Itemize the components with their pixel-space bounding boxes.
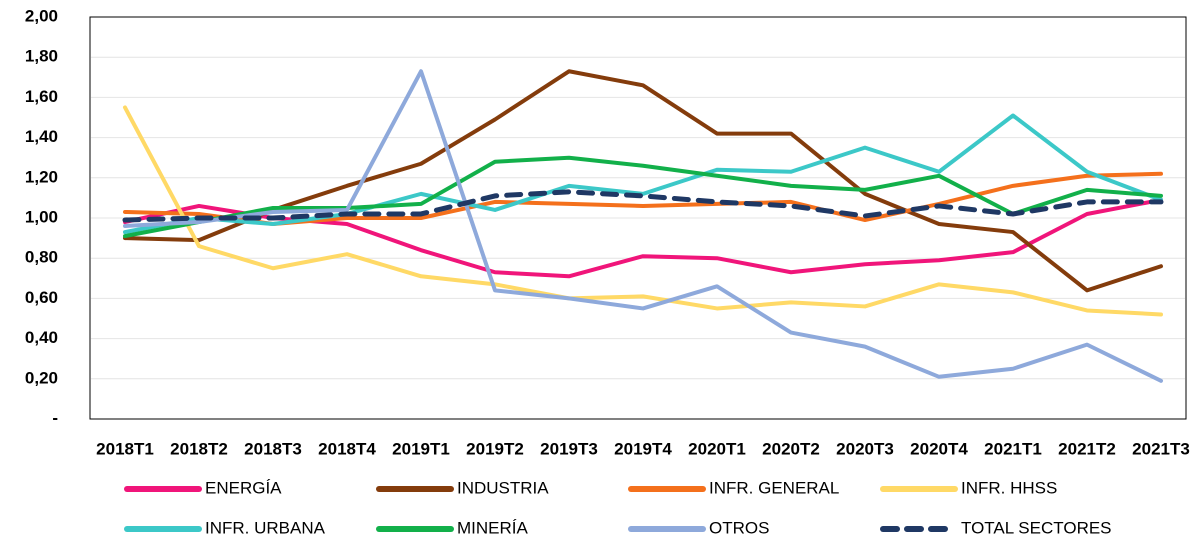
legend-label: MINERÍA xyxy=(457,518,529,537)
legend-label: INDUSTRIA xyxy=(457,478,549,497)
x-tick-label: 2020T1 xyxy=(688,439,746,458)
x-tick-label: 2019T1 xyxy=(392,439,450,458)
legend-label: INFR. URBANA xyxy=(205,518,326,537)
x-tick-label: 2019T2 xyxy=(466,439,524,458)
y-tick-label: - xyxy=(52,408,58,427)
y-tick-label: 0,40 xyxy=(25,328,58,347)
x-tick-label: 2019T3 xyxy=(540,439,598,458)
y-tick-label: 2,00 xyxy=(25,6,58,25)
series-line xyxy=(122,189,1164,223)
series-line xyxy=(123,113,1163,235)
x-tick-label: 2019T4 xyxy=(614,439,672,458)
y-tick-label: 1,00 xyxy=(25,207,58,226)
legend-label: OTROS xyxy=(709,518,769,537)
legend-label: INFR. GENERAL xyxy=(709,478,839,497)
series-line xyxy=(123,105,1163,317)
y-tick-label: 0,60 xyxy=(25,288,58,307)
x-tick-label: 2021T2 xyxy=(1058,439,1116,458)
plot-frame xyxy=(89,16,1187,420)
series-line xyxy=(123,69,1163,383)
legend-label: TOTAL SECTORES xyxy=(961,518,1112,537)
x-tick-label: 2020T3 xyxy=(836,439,894,458)
x-tick-label: 2021T3 xyxy=(1132,439,1190,458)
x-tick-label: 2020T4 xyxy=(910,439,968,458)
x-tick-label: 2018T2 xyxy=(170,439,228,458)
x-tick-label: 2021T1 xyxy=(984,439,1042,458)
series-line xyxy=(123,69,1163,293)
y-tick-label: 0,20 xyxy=(25,368,58,387)
y-tick-label: 1,60 xyxy=(25,87,58,106)
x-tick-label: 2018T1 xyxy=(96,439,154,458)
y-tick-label: 1,40 xyxy=(25,127,58,146)
legend-label: ENERGÍA xyxy=(205,478,282,497)
x-tick-label: 2018T4 xyxy=(318,439,376,458)
legend-label: INFR. HHSS xyxy=(961,478,1057,497)
x-tick-label: 2020T2 xyxy=(762,439,820,458)
series-line xyxy=(123,155,1163,239)
y-tick-label: 0,80 xyxy=(25,248,58,267)
x-tick-label: 2018T3 xyxy=(244,439,302,458)
y-tick-label: 1,80 xyxy=(25,47,58,66)
y-tick-label: 1,20 xyxy=(25,167,58,186)
